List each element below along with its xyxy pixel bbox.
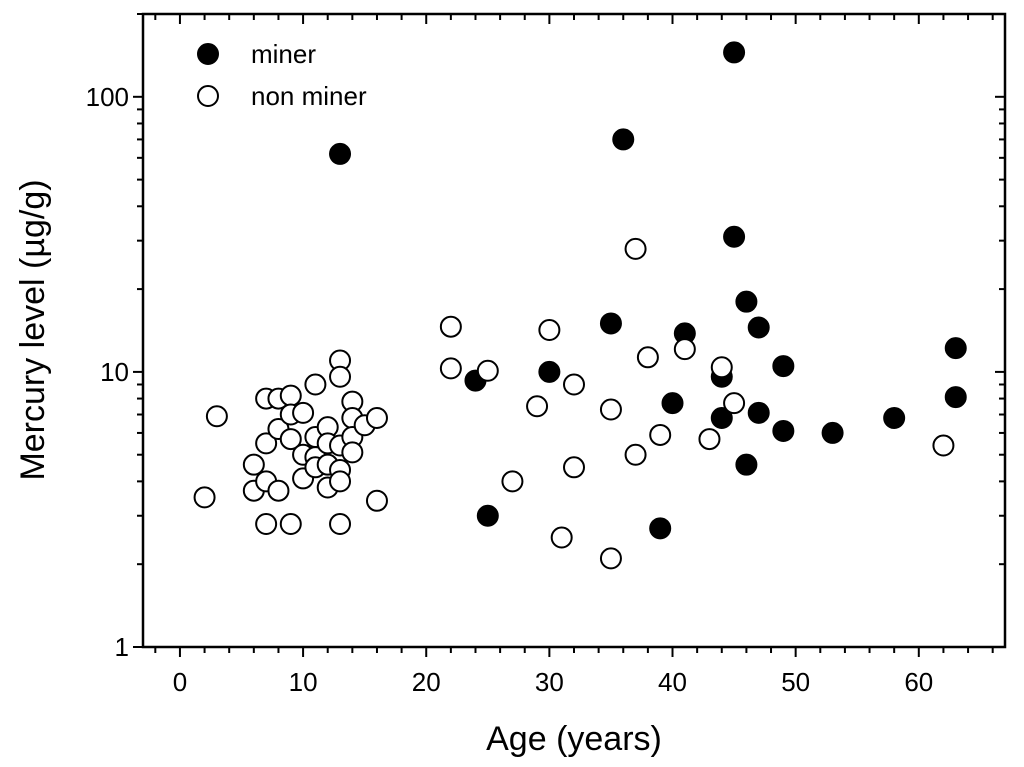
miner-point: [883, 406, 906, 429]
x-tick-label: 50: [781, 667, 810, 697]
non-miner-point: [279, 428, 302, 451]
non-miner-point: [439, 315, 462, 338]
miner-point: [944, 337, 967, 360]
x-tick-label: 30: [535, 667, 564, 697]
legend-marker-miner: [197, 43, 219, 65]
non-miner-point: [649, 423, 672, 446]
miner-point: [944, 386, 967, 409]
miner-point: [661, 392, 684, 415]
y-tick-label: 1: [115, 632, 129, 662]
miner-point: [772, 355, 795, 378]
miner-point: [735, 290, 758, 313]
non-miner-point: [538, 319, 561, 342]
non-miner-point: [279, 384, 302, 407]
non-miner-point: [673, 338, 696, 361]
non-miner-point: [329, 470, 352, 493]
non-miner-point: [341, 441, 364, 464]
x-tick-label: 0: [173, 667, 187, 697]
non-miner-point: [563, 456, 585, 479]
y-tick-label: 100: [86, 82, 129, 112]
legend-label-non-miner: non miner: [251, 81, 367, 111]
non-miner-point: [267, 479, 290, 502]
non-miner-point: [723, 392, 746, 415]
tick-labels: 0 10 20 30 40 50 60 1 10 100: [86, 82, 934, 697]
non-miner-point: [242, 453, 265, 476]
non-miner-point: [365, 489, 388, 512]
non-miner-point: [255, 432, 278, 455]
miner-point: [747, 401, 770, 424]
non-miner-point: [255, 512, 278, 535]
axis-ticks: [133, 13, 1005, 657]
non-miner-point: [279, 512, 302, 535]
legend-label-miner: miner: [251, 39, 316, 69]
non-miner-point: [329, 512, 352, 535]
non-miner-point: [599, 398, 622, 421]
x-tick-label: 20: [412, 667, 441, 697]
y-tick-label: 10: [100, 357, 129, 387]
legend-marker-non-miner: [197, 85, 219, 107]
miner-point: [538, 360, 561, 383]
x-tick-label: 10: [289, 667, 318, 697]
non-miner-point: [624, 443, 647, 466]
miner-point: [821, 421, 844, 444]
miner-point: [772, 419, 795, 442]
non-miner-point: [304, 373, 327, 396]
miner-point: [710, 406, 733, 429]
non-miner-point: [636, 346, 659, 369]
legend: miner non miner: [197, 39, 367, 111]
x-tick-label: 60: [904, 667, 933, 697]
non-miner-point: [292, 401, 315, 424]
x-tick-label: 40: [658, 667, 687, 697]
non-miner-point: [205, 405, 228, 428]
non-miner-point: [932, 434, 955, 457]
miner-point: [649, 517, 672, 540]
non-miner-point: [193, 486, 216, 509]
non-miner-point: [550, 526, 573, 549]
non-miner-point: [624, 237, 647, 260]
non-miner-point: [698, 428, 721, 451]
non-miner-point: [476, 359, 499, 382]
miner-point: [599, 312, 622, 335]
x-axis-title: Age (years): [486, 720, 662, 758]
non-miner-point: [365, 406, 388, 429]
non-miner-point: [501, 470, 524, 493]
miner-point: [612, 128, 635, 151]
miner-point: [747, 316, 770, 339]
miner-point: [476, 504, 499, 527]
data-points: [193, 41, 967, 570]
non-miner-point: [526, 395, 549, 418]
non-miner-point: [439, 357, 462, 380]
miner-point: [735, 453, 758, 476]
miner-point: [723, 225, 746, 248]
y-axis-title: Mercury level (µg/g): [14, 179, 52, 480]
miner-point: [329, 142, 352, 165]
non-miner-point: [599, 547, 622, 570]
miner-point: [723, 41, 746, 64]
non-miner-point: [329, 365, 352, 388]
non-miner-point: [710, 356, 733, 379]
non-miner-point: [563, 373, 585, 396]
